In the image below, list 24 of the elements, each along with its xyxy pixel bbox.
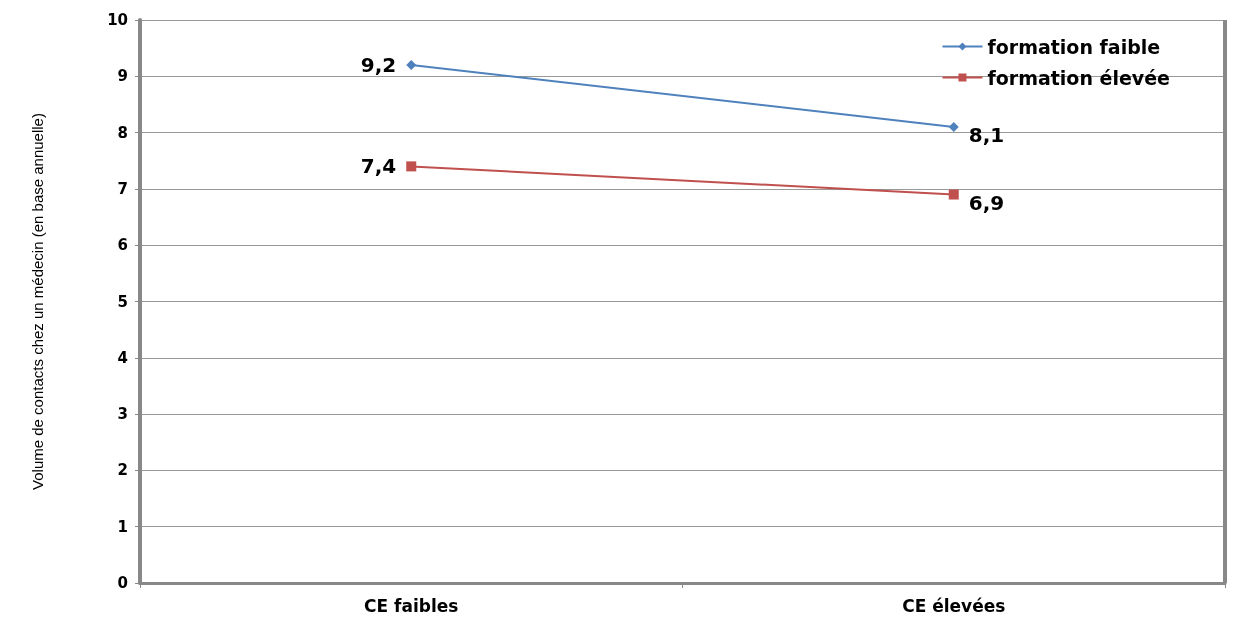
legend-label: formation faible (987, 35, 1161, 58)
y-tick-label: 10 (107, 11, 128, 29)
y-tick-label: 9 (117, 67, 128, 86)
x-tick-label: CE faibles (364, 595, 459, 616)
y-tick-label: 0 (117, 574, 128, 592)
point (948, 121, 959, 132)
y-tick-label: 7 (117, 179, 128, 198)
data-label: 9,2 (360, 53, 397, 78)
y-tick-label: 5 (117, 292, 128, 311)
data-label: 8,1 (968, 122, 1005, 147)
y-axis-title: Volume de contacts chez un médecin (en base annuelle) (29, 113, 46, 490)
y-tick-label: 1 (117, 517, 128, 536)
point (406, 161, 417, 172)
y-tick-label: 6 (117, 236, 128, 255)
point (406, 60, 417, 71)
legend-label: formation élevée (987, 66, 1171, 89)
y-tick-label: 2 (117, 461, 128, 480)
data-label: 7,4 (360, 154, 397, 179)
y-tick-label: 3 (117, 405, 128, 424)
y-tick-label: 8 (117, 123, 128, 142)
y-tick-label: 4 (117, 348, 128, 367)
x-tick-label: CE élevées (902, 595, 1006, 616)
point (948, 189, 959, 200)
data-label: 6,9 (968, 190, 1005, 215)
